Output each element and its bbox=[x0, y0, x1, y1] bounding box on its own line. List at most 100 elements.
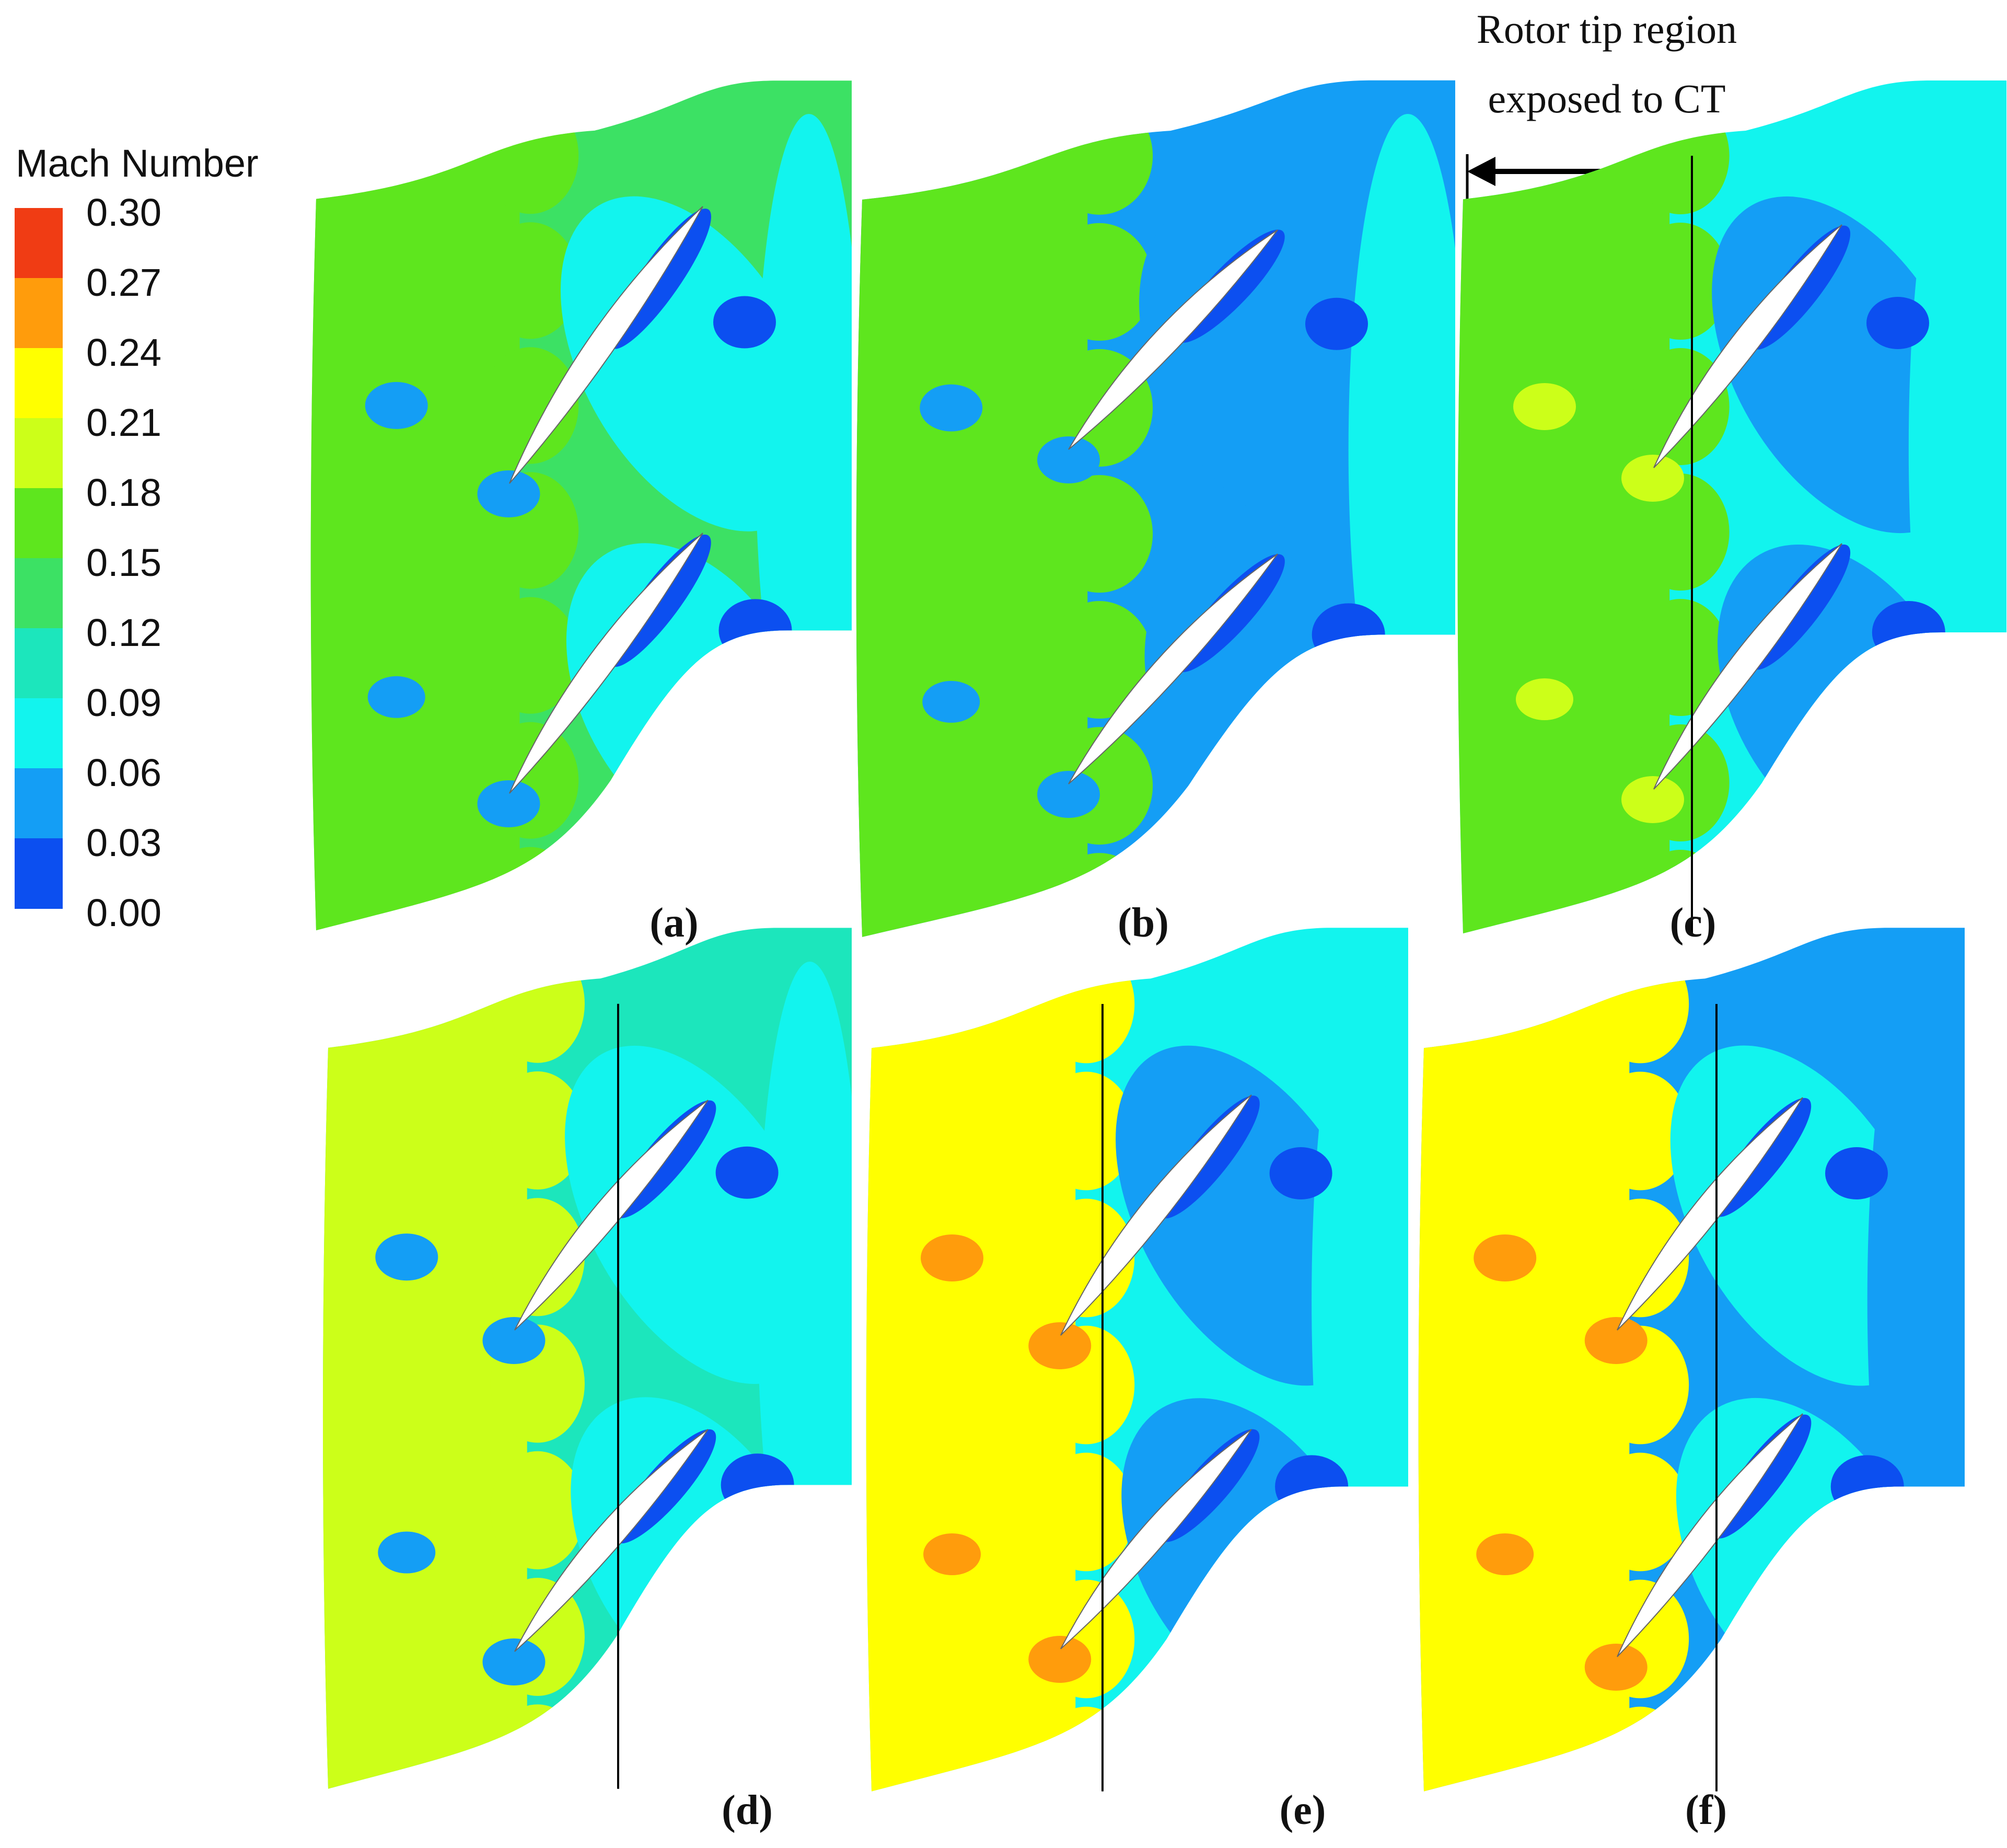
legend-tick-5: 0.15 bbox=[86, 541, 161, 584]
legend-swatch-8 bbox=[15, 768, 63, 839]
transition-lobe bbox=[1631, 223, 1730, 340]
transition-lobe bbox=[1038, 1071, 1135, 1191]
upstream-blob bbox=[923, 1533, 981, 1575]
vortex-blob bbox=[715, 1146, 779, 1199]
contour-field bbox=[866, 928, 1408, 1792]
outlet-zone bbox=[755, 114, 852, 781]
leading-edge-zone-1 bbox=[1621, 776, 1684, 823]
vortex-blob bbox=[721, 1453, 794, 1517]
legend-swatch-0 bbox=[15, 208, 63, 279]
vortex-blob bbox=[1830, 1455, 1904, 1518]
legend-swatch-5 bbox=[15, 558, 63, 629]
leading-edge-zone-0 bbox=[482, 1317, 546, 1364]
legend-swatch-6 bbox=[15, 628, 63, 699]
upstream-blob bbox=[1513, 383, 1576, 430]
transition-lobe bbox=[482, 222, 579, 339]
legend-swatch-4 bbox=[15, 488, 63, 559]
legend-title: Mach Number bbox=[16, 142, 259, 185]
transition-lobe bbox=[490, 1704, 585, 1789]
panel-a bbox=[310, 80, 852, 931]
upstream-blob bbox=[922, 680, 980, 723]
blade-1 bbox=[514, 1429, 709, 1652]
transition-lobe bbox=[1591, 1452, 1689, 1572]
transition-lobe bbox=[1591, 1071, 1689, 1191]
upstream-blob bbox=[365, 382, 428, 429]
blade-0 bbox=[1060, 1094, 1252, 1336]
legend-swatch-9 bbox=[15, 838, 63, 909]
annotation-line-2: exposed to CT bbox=[1488, 76, 1726, 121]
contour-field bbox=[856, 80, 1455, 937]
vortex-blob bbox=[1312, 603, 1385, 666]
leading-edge-zone-1 bbox=[477, 780, 540, 827]
transition-lobe bbox=[1591, 1706, 1689, 1792]
upstream-blob bbox=[375, 1233, 438, 1281]
contour-panels bbox=[310, 80, 2006, 1792]
legend-tick-9: 0.03 bbox=[86, 821, 161, 864]
panel-d bbox=[322, 928, 852, 1789]
transition-lobe bbox=[1631, 473, 1730, 591]
legend-tick-4: 0.18 bbox=[86, 471, 161, 514]
vortex-blob bbox=[1866, 297, 1929, 349]
leading-edge-zone-1 bbox=[482, 1638, 546, 1685]
transition-lobe bbox=[1046, 223, 1153, 341]
panel-label-c: (c) bbox=[1670, 900, 1716, 946]
mach-number-legend: Mach Number 0.30 0.27 0.24 0.21 0.18 0.1… bbox=[15, 142, 259, 934]
legend-swatch-1 bbox=[15, 278, 63, 349]
vortex-blob bbox=[1275, 1455, 1349, 1518]
blade-1 bbox=[1068, 553, 1278, 784]
upstream-blob bbox=[920, 384, 983, 432]
legend-tick-6: 0.12 bbox=[86, 611, 161, 654]
contour-field bbox=[1418, 928, 1965, 1792]
vortex-blob bbox=[713, 296, 776, 349]
legend-tick-labels: 0.30 0.27 0.24 0.21 0.18 0.15 0.12 0.09 … bbox=[86, 191, 161, 934]
panel-labels: (a) (b) (c) (d) (e) (f) bbox=[649, 900, 1727, 1833]
contour-field bbox=[310, 80, 852, 931]
upstream-blob bbox=[378, 1531, 436, 1574]
upstream-blob bbox=[367, 676, 425, 718]
legend-tick-7: 0.09 bbox=[86, 681, 161, 724]
vortex-blob bbox=[1825, 1147, 1888, 1199]
vortex-blob bbox=[1269, 1147, 1332, 1199]
upstream-blob bbox=[1476, 1533, 1534, 1575]
outlet-zone bbox=[1348, 114, 1455, 786]
leading-edge-zone-0 bbox=[477, 470, 540, 517]
upstream-blob bbox=[921, 1234, 984, 1281]
legend-swatch-3 bbox=[15, 418, 63, 489]
contour-field bbox=[322, 928, 852, 1789]
transition-lobe bbox=[1591, 1198, 1689, 1318]
outlet-zone bbox=[1867, 962, 1965, 1639]
leading-edge-zone-0 bbox=[1621, 455, 1684, 502]
transition-lobe bbox=[482, 347, 579, 464]
blade-1 bbox=[509, 533, 703, 794]
transition-lobe bbox=[1046, 97, 1153, 215]
blade-0 bbox=[509, 206, 703, 484]
blade-1 bbox=[1653, 543, 1842, 790]
panel-label-e: (e) bbox=[1280, 1787, 1326, 1833]
legend-tick-0: 0.30 bbox=[86, 191, 161, 234]
transition-lobe bbox=[1046, 601, 1153, 719]
legend-color-bar bbox=[15, 208, 63, 909]
rotor-tip-annotation: Rotor tip region exposed to CT bbox=[1466, 6, 1737, 293]
blade-0 bbox=[1068, 229, 1278, 450]
leading-edge-zone-0 bbox=[1037, 436, 1100, 483]
vortex-blob bbox=[1872, 601, 1945, 664]
upstream-blob bbox=[1474, 1234, 1537, 1281]
annotation-line-1: Rotor tip region bbox=[1477, 6, 1737, 52]
outlet-zone bbox=[757, 962, 852, 1637]
transition-lobe bbox=[1591, 944, 1689, 1064]
transition-lobe bbox=[482, 97, 579, 214]
transition-lobe bbox=[1038, 1452, 1135, 1572]
vortex-blob bbox=[718, 599, 792, 662]
legend-tick-3: 0.21 bbox=[86, 401, 161, 444]
blade-1 bbox=[1617, 1413, 1803, 1657]
outlet-zone bbox=[1312, 962, 1408, 1639]
leading-edge-zone-1 bbox=[1037, 771, 1100, 818]
leading-edge-zone-1 bbox=[1028, 1636, 1092, 1683]
legend-tick-8: 0.06 bbox=[86, 751, 161, 794]
panel-label-a: (a) bbox=[649, 900, 698, 946]
panel-label-d: (d) bbox=[722, 1787, 773, 1833]
upstream-blob bbox=[1516, 678, 1573, 720]
blade-1 bbox=[1060, 1429, 1252, 1649]
panel-b bbox=[856, 80, 1455, 937]
